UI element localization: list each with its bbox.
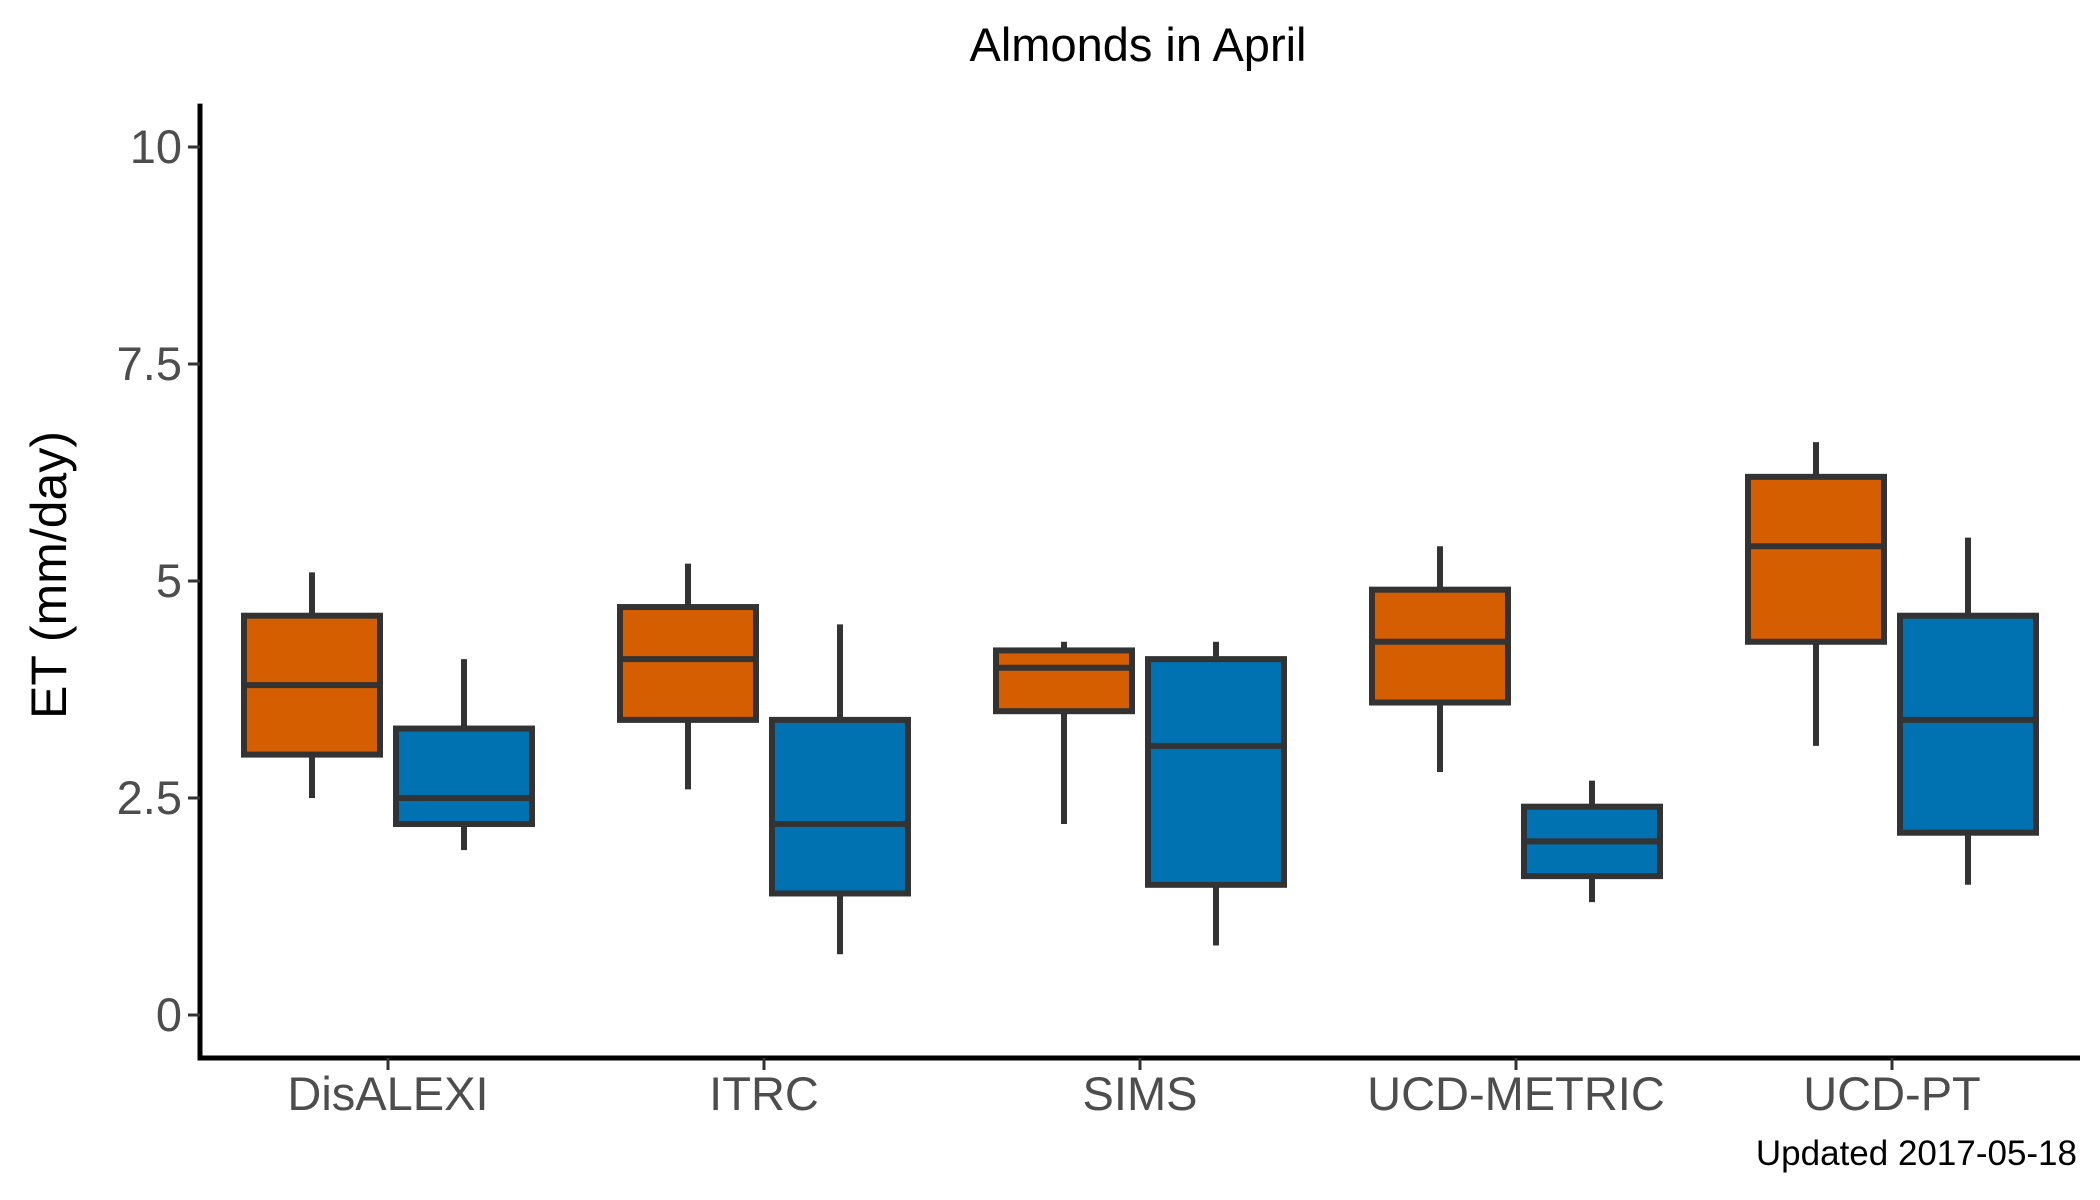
plot-area: 0 2.5 5 7.5 10 DisALEXI ITRC SIMS UCD-METRIC UCD-… <box>117 103 2080 1120</box>
x-tick-label: DisALEXI <box>287 1067 488 1120</box>
x-tick-label: SIMS <box>1083 1067 1198 1120</box>
box <box>617 604 759 723</box>
x-tick-label: ITRC <box>709 1067 819 1120</box>
y-axis-label: ET (mm/day) <box>21 431 77 719</box>
updated-caption: Updated 2017-05-18 <box>1756 1134 2077 1173</box>
box <box>1369 586 1511 706</box>
x-tick-label: UCD-METRIC <box>1367 1067 1665 1120</box>
y-tick-label: 5 <box>156 554 182 607</box>
box <box>393 725 535 828</box>
y-tick-label: 7.5 <box>117 337 182 390</box>
box <box>1745 473 1887 645</box>
box <box>769 716 911 897</box>
y-tick-label: 0 <box>156 988 182 1041</box>
x-tick-label: UCD-PT <box>1803 1067 1981 1120</box>
box <box>1897 612 2039 836</box>
box <box>993 647 1135 715</box>
chart-title: Almonds in April <box>970 18 1307 71</box>
box <box>1145 656 1287 888</box>
y-tick-label: 10 <box>130 120 182 173</box>
y-tick-label: 2.5 <box>117 771 182 824</box>
